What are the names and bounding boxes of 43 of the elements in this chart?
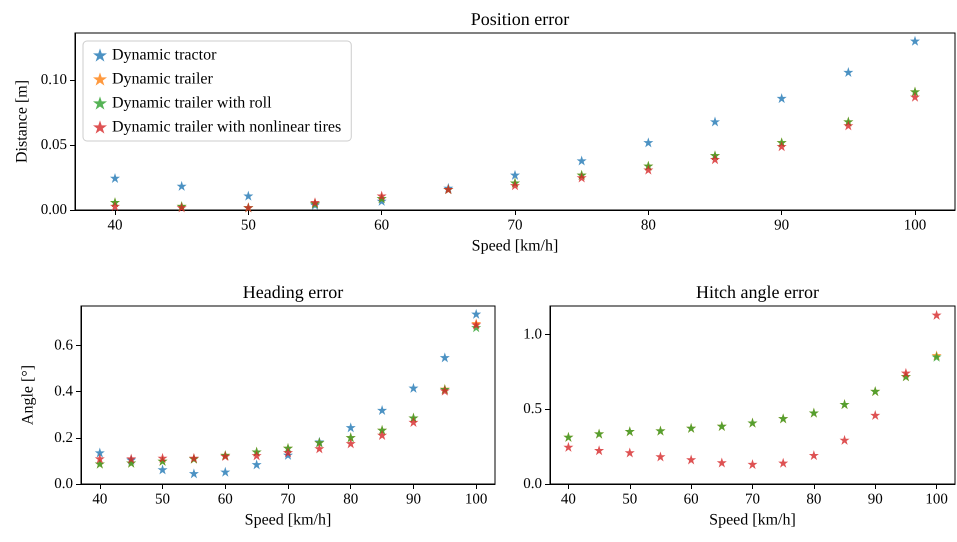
- x-tick-label: 50: [240, 218, 256, 234]
- y-tick-label: 0.2: [54, 430, 73, 446]
- x-axis-title: Speed [km/h]: [709, 512, 796, 528]
- x-tick-label: 90: [868, 492, 883, 508]
- legend-label: Dynamic trailer with roll: [112, 94, 272, 112]
- chart-title: Heading error: [242, 282, 344, 302]
- x-tick-label: 100: [464, 492, 488, 508]
- x-tick-label: 70: [745, 492, 760, 508]
- x-tick-label: 40: [92, 492, 108, 508]
- x-tick-label: 100: [925, 492, 948, 508]
- y-tick-label: 1.0: [523, 326, 542, 342]
- x-tick-label: 70: [508, 218, 522, 234]
- y-tick-label: 0.05: [40, 136, 67, 153]
- y-tick-label: 0.0: [523, 476, 542, 492]
- legend-label: Dynamic tractor: [112, 46, 218, 64]
- y-tick-label: 0.00: [40, 202, 67, 218]
- x-tick-label: 90: [406, 492, 421, 508]
- x-tick-label: 60: [374, 218, 390, 234]
- y-tick-label: 0.10: [40, 72, 67, 88]
- x-axis-title: Speed [km/h]: [472, 238, 558, 254]
- y-tick-label: 0.5: [523, 401, 542, 418]
- x-tick-label: 50: [155, 492, 170, 508]
- y-axis-title: Distance [m]: [13, 80, 30, 164]
- x-tick-label: 90: [774, 218, 790, 234]
- x-tick-label: 100: [904, 218, 926, 234]
- y-tick-label: 0.0: [54, 476, 73, 492]
- chart-title: Position error: [470, 9, 570, 29]
- x-tick-label: 40: [108, 218, 122, 234]
- y-tick-label: 0.6: [54, 337, 74, 354]
- chart-title: Hitch angle error: [696, 282, 819, 302]
- x-axis-title: Speed [km/h]: [244, 512, 332, 528]
- x-tick-label: 50: [622, 492, 638, 508]
- y-tick-label: 0.4: [54, 384, 74, 400]
- x-tick-label: 60: [684, 492, 699, 508]
- y-axis-title: Angle [°]: [20, 364, 36, 426]
- x-tick-label: 80: [640, 218, 656, 234]
- x-tick-label: 70: [280, 492, 296, 508]
- x-tick-label: 40: [560, 492, 576, 508]
- legend-label: Dynamic trailer: [112, 70, 214, 88]
- x-tick-label: 60: [218, 492, 233, 508]
- x-tick-label: 80: [806, 492, 822, 508]
- x-tick-label: 80: [343, 492, 358, 508]
- legend-label: Dynamic trailer with nonlinear tires: [112, 118, 342, 136]
